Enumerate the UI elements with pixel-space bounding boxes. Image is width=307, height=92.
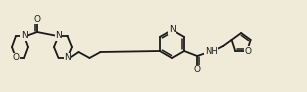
Text: N: N [64, 54, 71, 62]
Text: NH: NH [205, 46, 217, 55]
Text: N: N [21, 31, 27, 40]
Text: O: O [33, 15, 41, 23]
Text: O: O [194, 66, 200, 75]
Text: N: N [169, 25, 175, 34]
Text: O: O [244, 47, 251, 56]
Text: O: O [13, 54, 20, 62]
Text: N: N [55, 31, 62, 40]
